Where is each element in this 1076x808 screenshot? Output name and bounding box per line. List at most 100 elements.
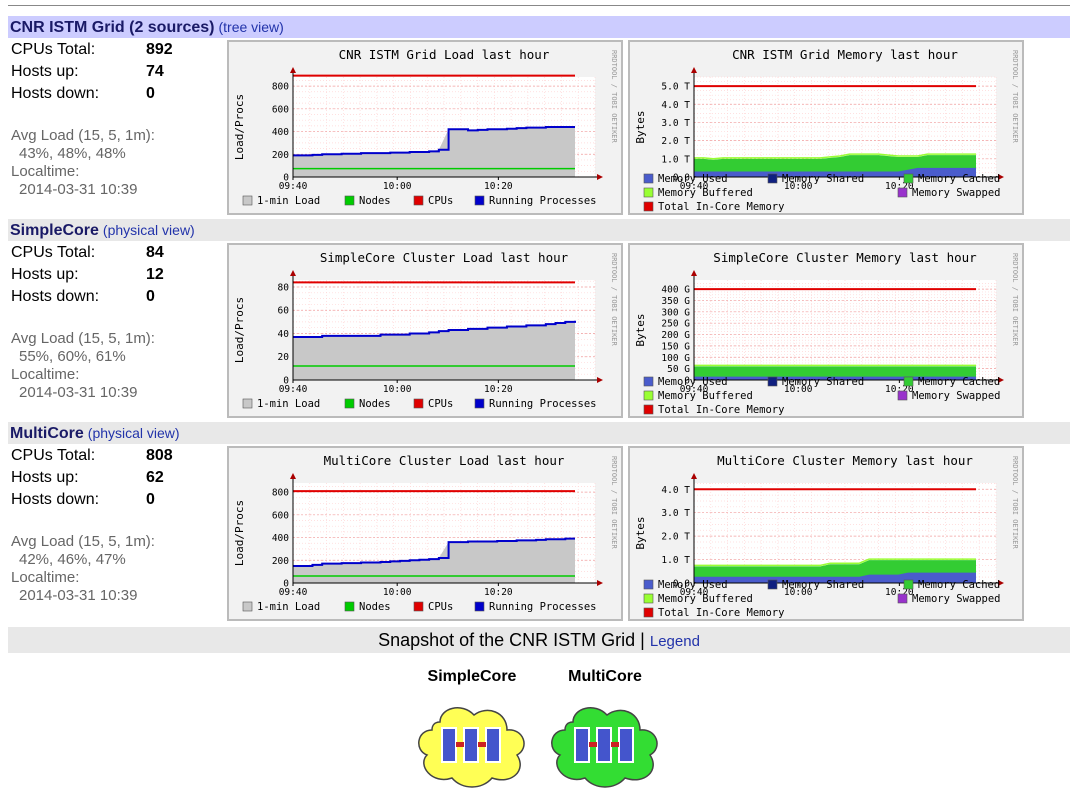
mem-chart-svg: SimpleCore Cluster Memory last hour RRDTO… xyxy=(634,250,1019,416)
simplecore-physical-view-link[interactable]: (physical view) xyxy=(102,222,195,238)
cpus-total-label: CPUs Total: xyxy=(11,41,96,58)
y-axis-label: Bytes xyxy=(634,313,647,346)
cpus-total-label: CPUs Total: xyxy=(11,447,96,464)
x-tick-label: 10:20 xyxy=(484,384,513,395)
y-tick-label: 0 xyxy=(283,173,289,184)
multicore-title[interactable]: MultiCore xyxy=(10,425,84,442)
y-tick-label: 20 xyxy=(278,352,290,363)
running-processes-line xyxy=(293,320,576,338)
grid-load-graph[interactable]: CNR ISTM Grid Load last hour RRDTOOL / TO… xyxy=(227,40,623,215)
x-tick-label: 09:40 xyxy=(680,181,709,192)
rrdtool-watermark: RRDTOOL / TOBI OETIKER xyxy=(1011,456,1019,550)
legend-swatch xyxy=(413,601,424,612)
legend-label: Nodes xyxy=(359,601,391,613)
cluster-simplecore[interactable]: SimpleCore xyxy=(412,668,532,795)
legend-swatch xyxy=(897,187,908,198)
mem-chart-svg: MultiCore Cluster Memory last hour RRDTOO… xyxy=(634,453,1019,619)
legend-swatch xyxy=(242,195,253,206)
multicore-load-graph[interactable]: MultiCore Cluster Load last hour RRDTOOL … xyxy=(227,446,623,621)
snapshot-title: Snapshot of the CNR ISTM Grid | xyxy=(378,630,650,650)
legend-swatch xyxy=(903,376,914,387)
load-chart-svg: MultiCore Cluster Load last hour RRDTOOL … xyxy=(233,453,618,613)
y-tick-label: 2.0 T xyxy=(661,532,690,543)
y-tick-label: 400 xyxy=(272,533,289,544)
legend-swatch xyxy=(413,195,424,206)
y-axis-arrow xyxy=(691,67,697,73)
y-tick-label: 600 xyxy=(272,510,289,521)
legend-label: 1-min Load xyxy=(257,195,320,207)
tree-view-link[interactable]: (tree view) xyxy=(218,19,284,35)
y-tick-label: 0 xyxy=(283,376,289,387)
legend-swatch xyxy=(413,398,424,409)
cpus-total-label: CPUs Total: xyxy=(11,244,96,261)
chart-title: CNR ISTM Grid Memory last hour xyxy=(732,47,958,62)
x-tick-label: 10:00 xyxy=(383,384,412,395)
legend-swatch xyxy=(474,601,485,612)
chart-title: CNR ISTM Grid Load last hour xyxy=(339,47,550,62)
hosts-down-label: Hosts down: xyxy=(11,85,100,102)
cluster-cloud-icon[interactable] xyxy=(545,690,665,790)
hosts-up-label: Hosts up: xyxy=(11,63,79,80)
y-axis-label: Load/Procs xyxy=(233,500,246,566)
section-header-multicore: MultiCore (physical view) xyxy=(8,422,1070,444)
x-tick-label: 09:40 xyxy=(680,587,709,598)
simplecore-title[interactable]: SimpleCore xyxy=(10,222,99,239)
legend-label: 1-min Load xyxy=(257,601,320,613)
running-processes-line xyxy=(293,537,575,567)
legend-label: CPUs xyxy=(428,601,453,613)
hosts-up-value: 62 xyxy=(146,469,164,486)
legend-label: Nodes xyxy=(359,195,391,207)
y-tick-label: 100 G xyxy=(661,353,690,364)
cpus-total-value: 892 xyxy=(146,41,173,58)
rrdtool-watermark: RRDTOOL / TOBI OETIKER xyxy=(610,253,618,347)
simplecore-load-graph[interactable]: SimpleCore Cluster Load last hour RRDTOOL… xyxy=(227,243,623,418)
y-tick-label: 0 xyxy=(684,376,690,387)
legend-label: Memory Buffered xyxy=(658,593,753,605)
simplecore-stats: CPUs Total: 84 Hosts up: 12 Hosts down: 0 A… xyxy=(11,244,221,402)
legend-swatch xyxy=(643,173,654,184)
legend-swatch xyxy=(767,173,778,184)
x-axis-arrow xyxy=(597,580,603,586)
x-tick-label: 10:20 xyxy=(484,587,513,598)
x-tick-label: 10:00 xyxy=(784,587,813,598)
y-tick-label: 1.0 T xyxy=(661,555,690,566)
load-chart-svg: SimpleCore Cluster Load last hour RRDTOOL… xyxy=(233,250,618,410)
grid-title[interactable]: CNR ISTM Grid (2 sources) xyxy=(10,19,215,36)
one-min-load-area xyxy=(293,538,575,583)
avg-load-value: 43%, 48%, 48% xyxy=(19,145,126,162)
y-axis-arrow xyxy=(691,473,697,479)
rrdtool-watermark: RRDTOOL / TOBI OETIKER xyxy=(1011,253,1019,347)
legend-swatch xyxy=(643,579,654,590)
legend-link[interactable]: Legend xyxy=(649,633,700,650)
legend-swatch xyxy=(643,376,654,387)
localtime-label: Localtime: xyxy=(11,569,80,586)
x-tick-label: 10:20 xyxy=(484,181,513,192)
y-tick-label: 300 G xyxy=(661,307,690,318)
server-rack-icon xyxy=(574,727,634,763)
grid-memory-graph[interactable]: CNR ISTM Grid Memory last hour RRDTOOL / … xyxy=(628,40,1024,215)
legend-swatch xyxy=(767,579,778,590)
y-tick-label: 50 G xyxy=(667,364,690,375)
simplecore-memory-graph[interactable]: SimpleCore Cluster Memory last hour RRDTO… xyxy=(628,243,1024,418)
legend-swatch xyxy=(643,201,654,212)
legend-swatch xyxy=(643,404,654,415)
legend-swatch xyxy=(903,579,914,590)
legend-label: Running Processes xyxy=(489,195,596,207)
y-tick-label: 200 G xyxy=(661,330,690,341)
y-tick-label: 800 xyxy=(272,488,289,499)
y-tick-label: 2.0 T xyxy=(661,136,690,147)
cpus-total-value: 808 xyxy=(146,447,173,464)
legend-label: Memory Cached xyxy=(918,579,1000,591)
avg-load-label: Avg Load (15, 5, 1m): xyxy=(11,330,155,347)
avg-load-label: Avg Load (15, 5, 1m): xyxy=(11,533,155,550)
cluster-cloud-icon[interactable] xyxy=(412,690,532,790)
y-tick-label: 0 xyxy=(283,579,289,590)
cluster-multicore[interactable]: MultiCore xyxy=(545,668,665,795)
multicore-memory-graph[interactable]: MultiCore Cluster Memory last hour RRDTOO… xyxy=(628,446,1024,621)
x-tick-label: 10:00 xyxy=(784,384,813,395)
y-tick-label: 400 G xyxy=(661,285,690,296)
multicore-physical-view-link[interactable]: (physical view) xyxy=(87,425,180,441)
localtime-value: 2014-03-31 10:39 xyxy=(19,384,138,401)
hosts-down-value: 0 xyxy=(146,85,155,102)
x-tick-label: 10:20 xyxy=(885,181,914,192)
